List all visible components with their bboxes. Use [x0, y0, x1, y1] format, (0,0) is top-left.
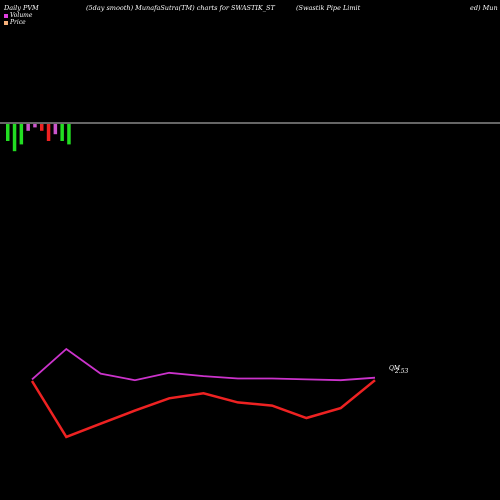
volume-bar: [19, 124, 24, 145]
legend-price: Price: [4, 19, 26, 26]
volume-bar: [60, 124, 64, 141]
legend-volume-swatch: [4, 13, 8, 18]
chart-title-right: (Swastik Pipe Limit: [296, 4, 361, 12]
legend-price-label: Price: [10, 19, 26, 26]
volume-bar: [53, 124, 58, 135]
chart-title-center: (5day smooth) MunafaSutra(TM) charts for…: [86, 4, 275, 12]
tick-label: 2.53: [394, 368, 409, 375]
volume-bar: [26, 124, 30, 131]
chart-title-right-tail: ed) Mun: [470, 4, 498, 12]
volume-bar: [46, 124, 51, 141]
price-line: [30, 379, 376, 439]
legend-volume-label: Volume: [10, 12, 33, 19]
volume-line: [31, 347, 376, 382]
legend-price-swatch: [4, 20, 8, 25]
volume-bar: [33, 124, 37, 128]
volume-bar: [12, 124, 17, 152]
volume-bar: [6, 124, 10, 141]
chart-title-left: Daily PVM: [4, 4, 39, 12]
tick-label: QM: [389, 365, 401, 372]
volume-bar: [67, 124, 71, 145]
legend-volume: Volume: [4, 12, 32, 19]
volume-bar: [40, 124, 44, 131]
